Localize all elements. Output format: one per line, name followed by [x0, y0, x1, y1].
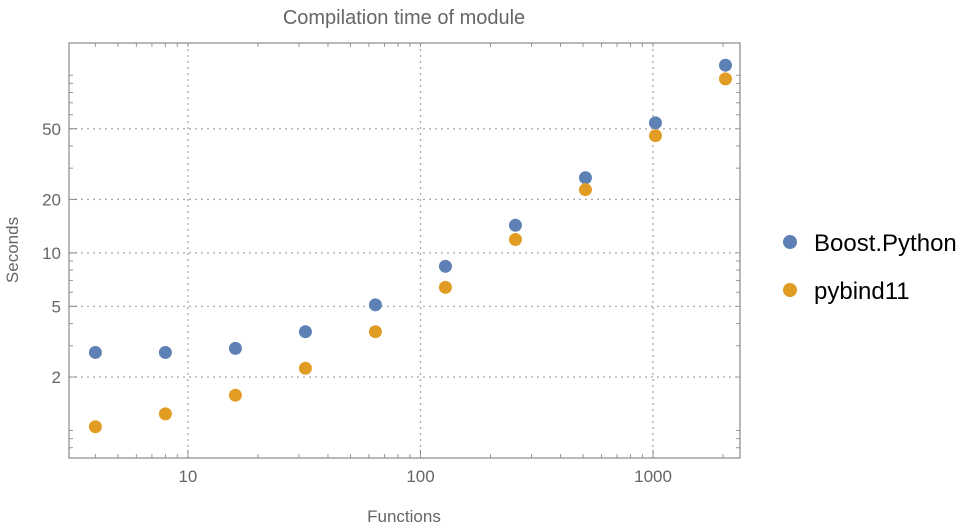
chart-title: Compilation time of module: [283, 7, 525, 29]
point-pybind11: [298, 361, 312, 375]
point-boost-python: [298, 325, 312, 339]
y-tick-label: 2: [52, 368, 61, 387]
legend-label-boost-python: Boost.Python: [814, 230, 957, 257]
grid: [69, 43, 740, 458]
legend-marker-boost-python: [783, 235, 797, 249]
point-pybind11: [88, 420, 102, 434]
point-boost-python: [228, 341, 242, 355]
ticks: 10 100 1000 2 5 10 20 50: [42, 43, 740, 486]
y-tick-label: 20: [42, 190, 61, 209]
plot-frame: [68, 42, 741, 459]
y-tick-label: 10: [42, 244, 61, 263]
point-boost-python: [648, 116, 662, 130]
point-boost-python: [578, 171, 592, 185]
x-tick-label: 1000: [634, 467, 672, 486]
y-axis-label: Seconds: [3, 217, 22, 283]
point-pybind11: [368, 325, 382, 339]
point-boost-python: [368, 298, 382, 312]
y-tick-label: 50: [42, 120, 61, 139]
point-pybind11: [508, 232, 522, 246]
point-pybind11: [158, 407, 172, 421]
legend-marker-pybind11: [783, 283, 797, 297]
point-boost-python: [438, 259, 452, 273]
point-pybind11: [438, 280, 452, 294]
y-tick-label: 5: [52, 297, 61, 316]
legend-label-pybind11: pybind11: [814, 278, 910, 305]
x-tick-label: 10: [178, 467, 197, 486]
point-boost-python: [508, 218, 522, 232]
point-pybind11: [578, 183, 592, 197]
point-boost-python: [88, 345, 102, 359]
legend: Boost.Python pybind11: [783, 230, 957, 305]
x-axis-label: Functions: [367, 507, 441, 525]
point-boost-python: [718, 58, 732, 72]
point-boost-python: [158, 345, 172, 359]
x-tick-label: 100: [406, 467, 434, 486]
point-pybind11: [228, 388, 242, 402]
point-pybind11: [648, 129, 662, 143]
point-pybind11: [718, 72, 732, 86]
points: [88, 58, 732, 434]
